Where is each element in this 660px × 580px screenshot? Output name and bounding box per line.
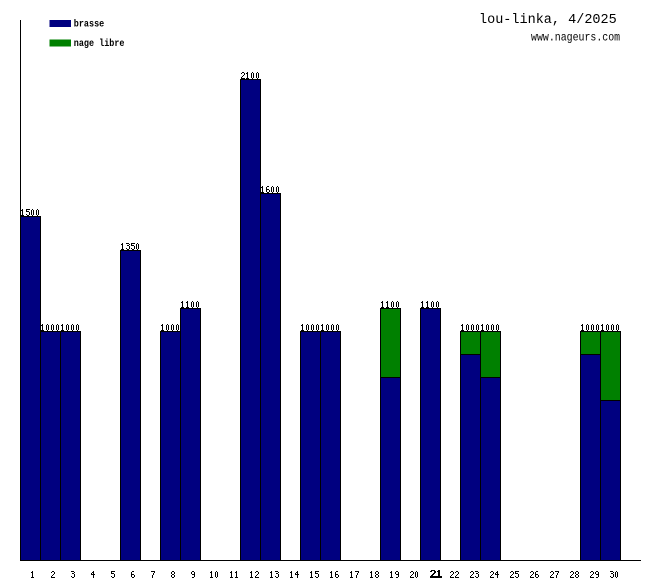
svg-text:www.nageurs.com: www.nageurs.com <box>531 32 620 45</box>
svg-text:lou-linka, 4/2025: lou-linka, 4/2025 <box>479 13 617 28</box>
svg-text:nage libre: nage libre <box>74 38 125 50</box>
svg-text:brasse: brasse <box>74 18 105 30</box>
